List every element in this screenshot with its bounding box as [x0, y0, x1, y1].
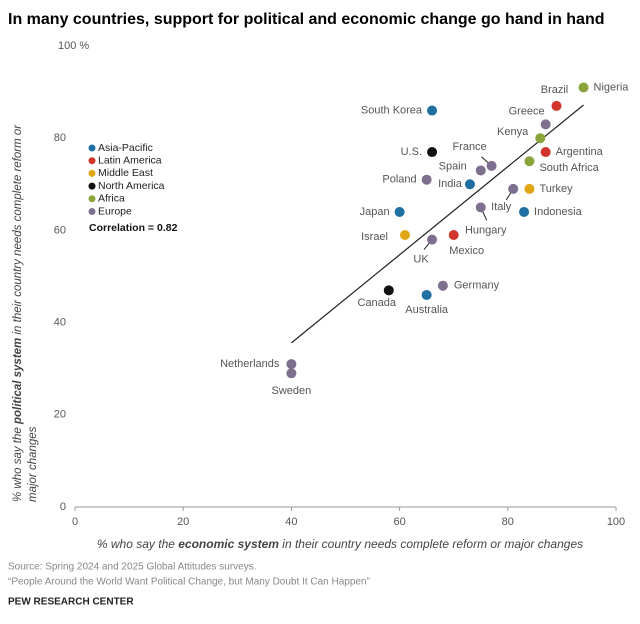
trend-line [291, 104, 584, 344]
leader-line [423, 242, 431, 250]
point [519, 206, 530, 217]
y-title-part: in their country needs complete reform o… [12, 124, 24, 338]
point [524, 156, 535, 167]
x-tick-label: 0 [72, 516, 78, 528]
y-axis-title: % who say the political system in their … [12, 124, 24, 502]
point [540, 147, 551, 158]
legend-label: Europe [98, 205, 132, 217]
point [400, 230, 411, 241]
x-title-part: economic system [178, 537, 279, 551]
y-tick-label: 40 [54, 317, 66, 329]
legend-label: Latin America [98, 154, 162, 166]
point [286, 359, 297, 370]
point-label: Canada [358, 297, 397, 309]
legend-swatch [88, 182, 96, 190]
point [437, 280, 448, 291]
point-label: Argentina [556, 146, 604, 158]
point [421, 174, 432, 185]
point-label: Hungary [465, 224, 507, 236]
legend-label: Africa [98, 193, 125, 205]
x-title-part: % who say the [97, 537, 178, 551]
x-tick-label: 80 [502, 516, 514, 528]
point-label: Israel [361, 231, 388, 243]
point [551, 100, 562, 111]
point-label: India [438, 178, 463, 190]
point [394, 206, 405, 217]
point [578, 82, 589, 93]
point-label: Australia [405, 304, 449, 316]
y-axis-title: major changes [27, 426, 39, 502]
point-label: Mexico [449, 245, 484, 257]
x-axis-title: % who say the economic system in their c… [97, 537, 583, 551]
x-tick-label: 20 [177, 516, 189, 528]
point-label: Sweden [272, 385, 312, 397]
y-title-part: political system [12, 338, 24, 425]
point [540, 119, 551, 130]
point-label: UK [413, 254, 429, 266]
y-tick-label: 20 [54, 409, 66, 421]
chart-title: In many countries, support for political… [8, 11, 605, 28]
point-label: U.S. [401, 146, 422, 158]
point [535, 133, 546, 144]
point [383, 285, 394, 296]
y-tick-label: 80 [54, 132, 66, 144]
point-label: Italy [491, 201, 512, 213]
leader-line [505, 191, 512, 201]
legend-label: North America [98, 180, 165, 192]
org: PEW RESEARCH CENTER [8, 597, 134, 608]
point-label: Nigeria [594, 81, 630, 93]
point [464, 179, 475, 190]
leader-line [481, 156, 489, 164]
legend-swatch [88, 169, 96, 177]
point-label: Spain [439, 160, 467, 172]
point [286, 368, 297, 379]
point [448, 230, 459, 241]
x-tick-label: 100 [607, 516, 625, 528]
y-tick-label: 0 [60, 501, 66, 513]
point [508, 183, 519, 194]
point [421, 289, 432, 300]
y-tick-label: 100 % [58, 40, 89, 52]
point-label: Netherlands [220, 358, 280, 370]
y-title-part: % who say the [12, 424, 24, 502]
report: “People Around the World Want Political … [8, 577, 370, 588]
point [427, 105, 438, 116]
point-label: France [452, 141, 486, 153]
point [524, 183, 535, 194]
point-label: Kenya [497, 126, 529, 138]
point [486, 160, 497, 171]
annotation: Correlation = 0.82 [89, 222, 178, 234]
legend-label: Middle East [98, 167, 153, 179]
legend-label: Asia-Pacific [98, 142, 153, 154]
point [427, 147, 438, 158]
point-label: Indonesia [534, 206, 583, 218]
legend-swatch [88, 157, 96, 165]
point-label: South Africa [539, 162, 599, 174]
point [475, 202, 486, 213]
legend-swatch [88, 144, 96, 152]
x-title-part: in their country needs complete reform o… [279, 537, 583, 551]
source: Source: Spring 2024 and 2025 Global Atti… [8, 562, 257, 573]
point [427, 234, 438, 245]
leader-line [482, 211, 488, 221]
x-tick-label: 40 [285, 516, 297, 528]
point [475, 165, 486, 176]
point-label: Turkey [539, 183, 573, 195]
x-tick-label: 60 [393, 516, 405, 528]
point-label: Germany [454, 280, 500, 292]
y-tick-label: 60 [54, 224, 66, 236]
point-label: Japan [360, 206, 390, 218]
point-label: South Korea [361, 104, 423, 116]
point-label: Greece [509, 105, 545, 117]
legend-swatch [88, 195, 96, 203]
legend-swatch [88, 208, 96, 215]
point-label: Brazil [541, 84, 569, 96]
point-label: Poland [382, 174, 416, 186]
